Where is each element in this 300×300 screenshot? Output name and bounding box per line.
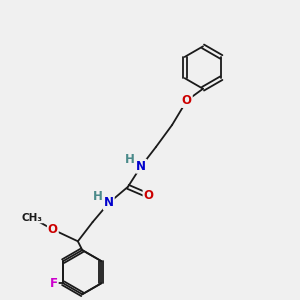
Text: O: O [143, 189, 154, 202]
Text: O: O [48, 223, 58, 236]
Text: N: N [136, 160, 146, 173]
Text: CH₃: CH₃ [22, 213, 43, 223]
Text: H: H [125, 153, 135, 166]
Text: N: N [104, 196, 114, 209]
Text: H: H [93, 190, 103, 203]
Text: O: O [182, 94, 192, 107]
Text: F: F [50, 277, 58, 290]
Text: methoxy: methoxy [28, 219, 34, 220]
